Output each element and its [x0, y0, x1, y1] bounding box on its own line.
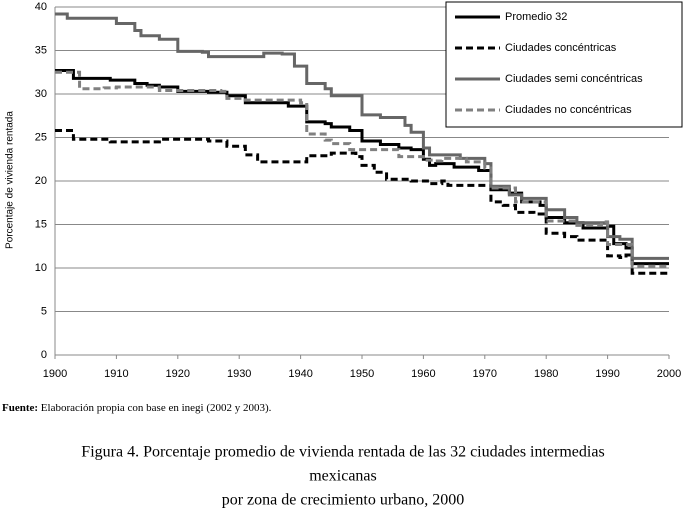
series-line	[55, 70, 669, 268]
x-tick-label: 1970	[473, 368, 497, 380]
y-axis-label: Porcentaje de vivienda rentada	[5, 111, 16, 249]
x-tick-label: 1940	[288, 368, 312, 380]
y-tick-label: 30	[35, 88, 47, 100]
caption: por zona de crecimiento urbano, 2000	[222, 492, 465, 509]
legend-label: Promedio 32	[505, 11, 567, 23]
x-tick-label: 1910	[104, 368, 128, 380]
legend-label: Ciudades semi concéntricas	[505, 73, 643, 85]
caption: mexicanas	[309, 468, 377, 485]
legend-box	[445, 1, 683, 128]
series-line	[55, 129, 669, 275]
y-tick-label: 0	[41, 349, 47, 361]
source-text: Elaboración propia con base en inegi (20…	[41, 402, 272, 414]
y-tick-label: 10	[35, 262, 47, 274]
x-tick-label: 1900	[43, 368, 67, 380]
x-tick-label: 1950	[350, 368, 374, 380]
series-line	[55, 12, 669, 260]
source-label: Fuente:	[2, 402, 38, 414]
y-tick-label: 20	[35, 175, 47, 187]
y-tick-label: 25	[35, 131, 47, 143]
x-tick-label: 1980	[534, 368, 558, 380]
legend-label: Ciudades concéntricas	[505, 42, 617, 54]
source: Fuente: Elaboración propia con base en i…	[2, 402, 272, 414]
y-tick-label: 5	[41, 305, 47, 317]
y-tick-label: 40	[35, 1, 47, 13]
caption: Figura 4. Porcentaje promedio de viviend…	[81, 444, 604, 461]
y-tick-label: 15	[35, 218, 47, 230]
x-tick-label: 1920	[166, 368, 190, 380]
x-tick-label: 2000	[657, 368, 681, 380]
x-tick-label: 1990	[595, 368, 619, 380]
legend-label: Ciudades no concéntricas	[505, 104, 632, 116]
x-tick-label: 1930	[227, 368, 251, 380]
x-tick-label: 1960	[411, 368, 435, 380]
y-tick-label: 35	[35, 44, 47, 56]
